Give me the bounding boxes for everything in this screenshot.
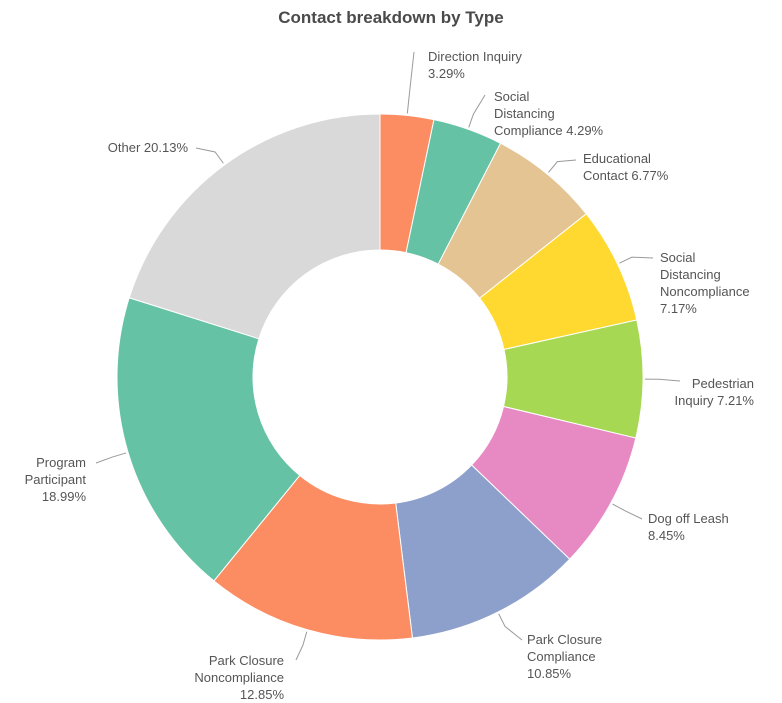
slice-label: Educational Contact 6.77% xyxy=(583,151,669,183)
slice-label: Pedestrian Inquiry 7.21% xyxy=(675,376,755,408)
leader-line xyxy=(406,51,415,114)
slice-label: Park Closure Compliance 10.85% xyxy=(527,632,602,681)
slice-program-participant xyxy=(116,297,301,582)
chart-title: Contact breakdown by Type xyxy=(278,8,504,27)
leader-line xyxy=(195,147,224,164)
leader-line xyxy=(498,613,523,641)
slice-label: Dog off Leash 8.45% xyxy=(648,511,729,543)
slice-label: Social Distancing Noncompliance 7.17% xyxy=(660,250,750,316)
slice-other xyxy=(128,113,381,340)
leader-line xyxy=(619,256,654,264)
leader-line xyxy=(612,503,643,520)
leader-line xyxy=(468,94,486,128)
leader-line xyxy=(95,452,127,464)
leader-line xyxy=(548,159,577,173)
slice-label: Program Participant 18.99% xyxy=(25,455,87,504)
leader-line xyxy=(644,378,681,382)
slice-park-closure-noncompliance xyxy=(213,474,414,641)
slice-label: Other 20.13% xyxy=(108,140,189,155)
slice-label: Social Distancing Compliance 4.29% xyxy=(494,89,604,138)
slice-label: Park Closure Noncompliance 12.85% xyxy=(194,653,284,702)
leader-line xyxy=(295,631,308,661)
slice-label: Direction Inquiry 3.29% xyxy=(428,49,522,81)
